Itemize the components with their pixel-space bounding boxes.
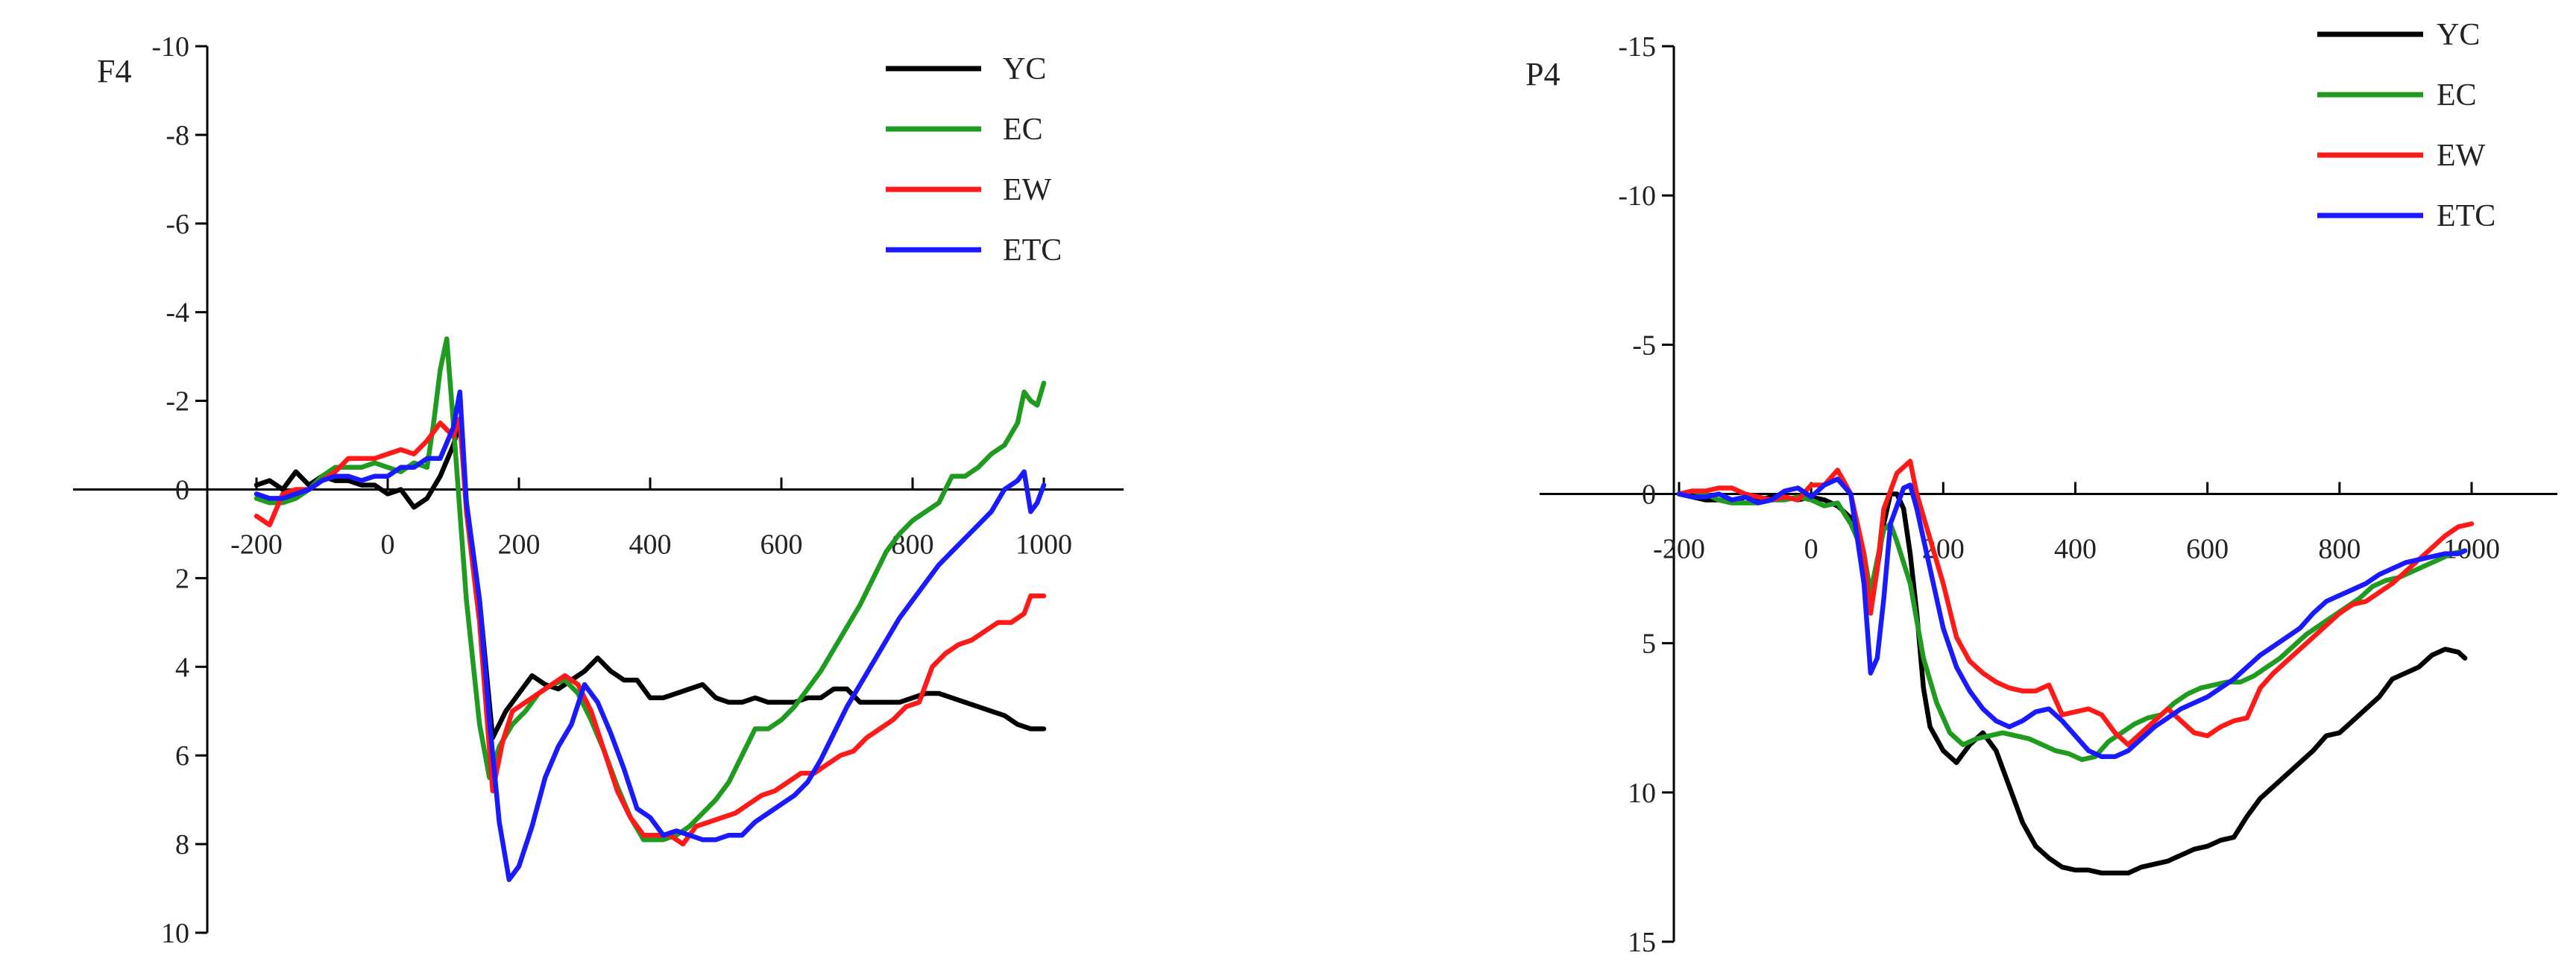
- y-tick-label: 8: [175, 829, 189, 860]
- x-tick-label: 400: [629, 529, 672, 561]
- series-line-ew: [253, 416, 1047, 847]
- y-tick-label: 2: [175, 563, 189, 594]
- y-tick-label: -15: [1618, 31, 1656, 63]
- x-tick-label: 600: [760, 529, 803, 561]
- series-line-ew: [1676, 459, 2475, 748]
- y-tick-label: 6: [175, 740, 189, 772]
- y-tick-label: 10: [161, 918, 189, 949]
- y-tick-label: -2: [166, 386, 189, 418]
- x-tick-label: 200: [498, 529, 541, 561]
- series-line-ec: [1676, 488, 2468, 763]
- y-tick-label: -4: [166, 297, 189, 329]
- y-tick-label: 0: [1642, 479, 1656, 511]
- x-tick-label: 0: [1804, 534, 1818, 565]
- legend: YC EC EW ETC: [2317, 18, 2495, 233]
- y-tick-label: 4: [175, 652, 189, 683]
- panel-title: P4: [1525, 56, 1560, 92]
- panel-title: F4: [97, 53, 131, 89]
- series-line-etc: [1676, 476, 2468, 760]
- legend-label-ec: EC: [2437, 78, 2477, 113]
- legend-label-etc: ETC: [2437, 199, 2495, 233]
- y-tick-label: 10: [1628, 778, 1656, 809]
- y-tick-label: -10: [1618, 180, 1656, 212]
- x-tick-label: 1000: [1015, 529, 1072, 561]
- legend-label-yc: YC: [1003, 52, 1046, 86]
- legend-label-ew: EW: [2437, 139, 2486, 173]
- x-tick-label: 800: [2318, 534, 2361, 565]
- x-tick-label: -200: [1653, 534, 1705, 565]
- y-tick-label: -5: [1632, 330, 1656, 361]
- legend-label-ec: EC: [1003, 113, 1043, 147]
- x-tick-label: 400: [2054, 534, 2097, 565]
- x-tick-label: 600: [2186, 534, 2229, 565]
- x-tick-label: 1000: [2443, 534, 2500, 565]
- y-tick-label: 0: [175, 475, 189, 506]
- series-line-etc: [253, 389, 1047, 882]
- series-line-yc: [1676, 491, 2468, 876]
- legend: YC EC EW ETC: [886, 52, 1062, 268]
- legend-label-ew: EW: [1003, 173, 1052, 207]
- legend-label-yc: YC: [2437, 18, 2480, 52]
- y-tick-label: -6: [166, 209, 189, 240]
- y-tick-label: -10: [151, 31, 189, 63]
- y-tick-label: -8: [166, 120, 189, 151]
- legend-label-etc: ETC: [1003, 233, 1062, 268]
- y-tick-label: 5: [1642, 629, 1656, 660]
- y-tick-label: 15: [1628, 927, 1656, 958]
- x-tick-label: 0: [381, 529, 395, 561]
- x-tick-label: -200: [230, 529, 283, 561]
- series-line-yc: [253, 421, 1047, 740]
- series-line-ec: [253, 336, 1047, 843]
